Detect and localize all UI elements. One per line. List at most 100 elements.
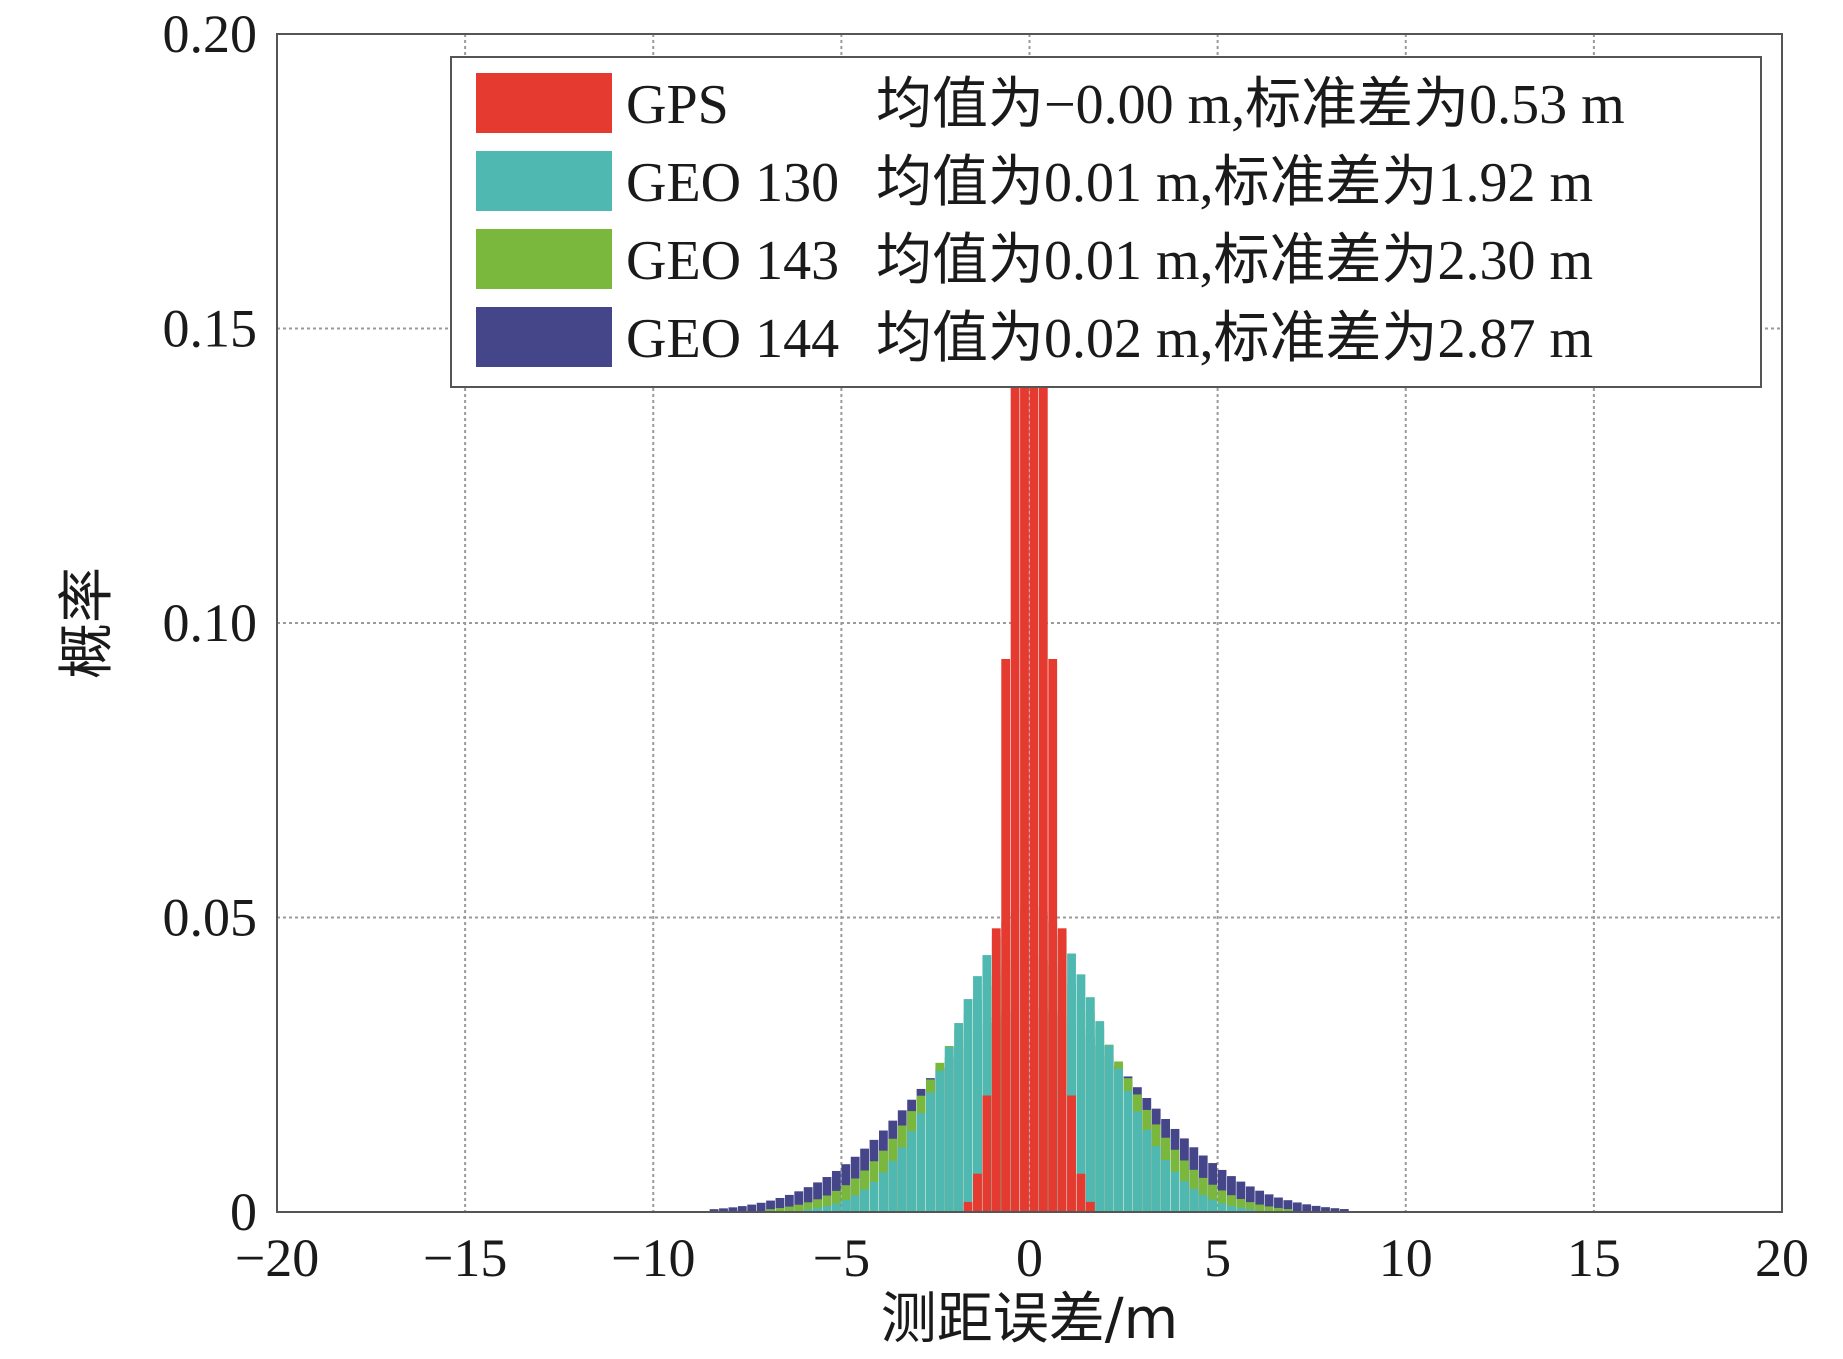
histogram-bar <box>831 1190 841 1212</box>
histogram-bar <box>1076 1173 1086 1212</box>
histogram-bar <box>1274 1207 1283 1212</box>
histogram-bar <box>1236 1207 1246 1212</box>
histogram-bar <box>822 1177 832 1212</box>
histogram-bar <box>747 1204 757 1212</box>
histogram-bar <box>784 1206 794 1212</box>
x-tick-label: −15 <box>423 1228 507 1288</box>
histogram-bar <box>813 1182 822 1212</box>
histogram-bar <box>1057 928 1067 1212</box>
histogram-bar <box>1255 1190 1265 1212</box>
x-tick-label: 0 <box>1016 1228 1043 1288</box>
histogram-bar <box>1245 1186 1255 1212</box>
histogram-bar <box>1208 1184 1218 1212</box>
legend-series-name: GEO 144 <box>626 308 839 370</box>
histogram-bar <box>1217 1203 1227 1212</box>
y-axis-ticks: 0 0.05 0.10 0.15 0.20 <box>163 4 258 1242</box>
histogram-bar <box>1227 1205 1236 1212</box>
histogram-bar <box>1038 349 1048 1212</box>
histogram-bar <box>850 1195 860 1212</box>
histogram-bar <box>1180 1181 1189 1212</box>
histogram-bar <box>1189 1188 1199 1212</box>
legend: GPS 均值为−0.00 m,标准差为0.53 m GEO 130 均值为0.01 m… <box>450 56 1762 388</box>
histogram-bar <box>1227 1176 1236 1212</box>
histogram-bar <box>784 1194 794 1212</box>
histogram-bar <box>1029 134 1039 1213</box>
histogram-bar <box>1001 659 1011 1212</box>
histogram-bar <box>766 1200 775 1212</box>
histogram-bar <box>1330 1208 1340 1212</box>
histogram-bar <box>822 1206 832 1212</box>
histogram-bar <box>1227 1195 1236 1212</box>
histogram-bar <box>1208 1199 1218 1212</box>
x-tick-label: 15 <box>1567 1228 1621 1288</box>
histogram-bar <box>756 1202 766 1212</box>
histogram-bar <box>973 1173 982 1212</box>
histogram-bar <box>879 1172 888 1212</box>
y-tick-label: 0.15 <box>163 299 258 359</box>
series-gps <box>963 134 1095 1213</box>
x-tick-label: −10 <box>611 1228 695 1288</box>
y-axis-label: 概率 <box>55 567 120 679</box>
histogram-bar <box>897 1147 907 1212</box>
plot-frame <box>276 33 1783 1213</box>
y-tick-label: 0.10 <box>163 593 258 653</box>
histogram-bar <box>1274 1197 1283 1212</box>
histogram-bar <box>1292 1202 1302 1212</box>
legend-series-stats: 均值为0.02 m,标准差为2.87 m <box>876 308 1593 370</box>
histogram-bar <box>869 1181 879 1212</box>
histogram-bar <box>1255 1204 1265 1212</box>
legend-entry: GEO 130 均值为0.01 m,标准差为1.92 m <box>476 151 1593 214</box>
histogram-bar <box>766 1209 775 1212</box>
histogram-bar <box>1311 1205 1321 1212</box>
x-tick-label: 5 <box>1204 1228 1231 1288</box>
histogram-bar <box>1302 1204 1312 1212</box>
histogram-bar <box>991 928 1001 1212</box>
histogram-bar <box>1170 1171 1180 1212</box>
histogram-bar <box>709 1209 719 1212</box>
histogram-bar <box>1283 1200 1293 1212</box>
legend-series-stats: 均值为0.01 m,标准差为2.30 m <box>876 230 1593 292</box>
histogram-bar <box>803 1187 813 1212</box>
histogram-bar <box>1198 1177 1208 1212</box>
histogram-bar <box>1245 1202 1255 1212</box>
histogram-bar <box>822 1195 832 1212</box>
histogram-bar <box>1020 134 1029 1213</box>
histogram-bars <box>709 134 1349 1213</box>
histogram-bar <box>1264 1194 1274 1212</box>
histogram-bar <box>1048 659 1058 1212</box>
histogram-bar <box>1339 1209 1349 1212</box>
y-tick-label: 0 <box>230 1182 257 1242</box>
histogram-bar <box>775 1197 785 1212</box>
legend-entry: GPS 均值为−0.00 m,标准差为0.53 m <box>476 73 1625 136</box>
histogram-bar <box>1067 953 1076 1212</box>
histogram-bar <box>1161 1160 1170 1212</box>
histogram-bar <box>916 1113 926 1212</box>
histogram-bar <box>1114 1068 1123 1212</box>
histogram-bar <box>935 1070 945 1212</box>
histogram-bar <box>1236 1199 1246 1212</box>
histogram-bar <box>1095 1021 1105 1212</box>
histogram-bar <box>1142 1129 1152 1212</box>
histogram-bar <box>963 1201 973 1212</box>
legend-series-stats: 均值为−0.00 m,标准差为0.53 m <box>876 74 1625 136</box>
histogram-bar <box>944 1047 954 1212</box>
legend-entries: GPS 均值为−0.00 m,标准差为0.53 m GEO 130 均值为0.01 m… <box>476 73 1625 370</box>
histogram-bar <box>1076 974 1086 1212</box>
legend-box <box>450 56 1762 388</box>
histogram-bar <box>794 1204 804 1212</box>
x-tick-label: −20 <box>235 1228 319 1288</box>
legend-series-name: GEO 130 <box>626 152 839 214</box>
histogram-bar <box>1151 1146 1161 1212</box>
histogram-bar <box>982 955 992 1212</box>
y-tick-label: 0.05 <box>163 888 258 948</box>
histogram-bar <box>841 1185 851 1212</box>
histogram-bar <box>926 1092 935 1212</box>
histogram-bar <box>963 999 973 1212</box>
legend-swatch <box>476 229 612 289</box>
x-axis-ticks: −20 −15 −10 −5 0 5 10 15 20 <box>235 1228 1809 1288</box>
x-axis-label: 测距误差/m <box>881 1287 1178 1352</box>
legend-entry: GEO 143 均值为0.01 m,标准差为2.30 m <box>476 229 1593 292</box>
y-tick-label: 0.20 <box>163 4 258 64</box>
histogram-bar <box>1217 1190 1227 1212</box>
